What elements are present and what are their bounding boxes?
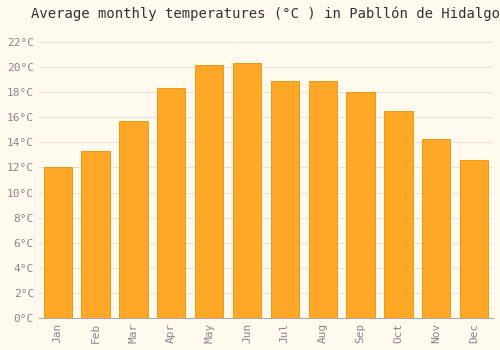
Bar	[233, 63, 261, 318]
Bar	[308, 81, 337, 318]
Bar	[460, 160, 488, 318]
Bar	[119, 121, 148, 318]
Bar	[270, 81, 299, 318]
Title: Average monthly temperatures (°C ) in Pabllón de Hidalgo: Average monthly temperatures (°C ) in Pa…	[32, 7, 500, 21]
Bar	[195, 65, 224, 318]
Bar	[82, 151, 110, 318]
Bar	[422, 139, 450, 318]
Bar	[157, 89, 186, 318]
Bar	[346, 92, 375, 318]
Bar	[44, 168, 72, 318]
Bar	[384, 111, 412, 318]
